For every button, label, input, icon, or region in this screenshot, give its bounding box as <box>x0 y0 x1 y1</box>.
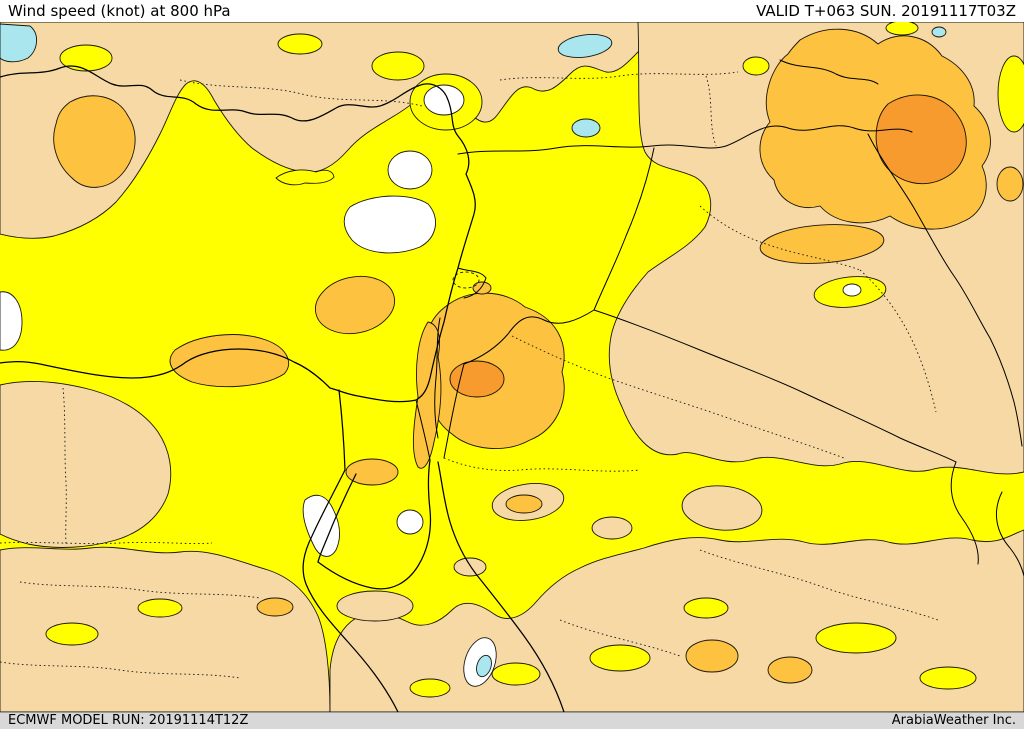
footer-bar: ECMWF MODEL RUN: 20191114T12Z ArabiaWeat… <box>0 712 1024 729</box>
country-borders <box>415 59 1024 577</box>
header-bar: Wind speed (knot) at 800 hPa VALID T+063… <box>0 0 1024 22</box>
lake-northeast <box>931 26 947 38</box>
lake-anatolia-2 <box>571 118 601 138</box>
wind-map <box>0 22 1024 712</box>
weather-map-canvas <box>0 22 1024 712</box>
model-run-label: ECMWF MODEL RUN: 20191114T12Z <box>8 713 249 728</box>
cyprus-island <box>275 169 335 186</box>
dotted-boundaries <box>0 71 939 679</box>
lakes <box>0 23 947 678</box>
lake-top-left <box>0 23 37 63</box>
minor-contour-ring <box>452 271 480 289</box>
red-sea-water <box>476 654 492 678</box>
lake-anatolia-1 <box>557 34 613 58</box>
map-title: Wind speed (knot) at 800 hPa <box>8 2 231 20</box>
brand-label: ArabiaWeather Inc. <box>891 713 1016 728</box>
calm-white-patches <box>0 84 862 687</box>
valid-time-label: VALID T+063 SUN. 20191117T03Z <box>756 2 1016 20</box>
orange-contour-fills <box>53 28 1024 684</box>
coastlines <box>0 65 565 712</box>
